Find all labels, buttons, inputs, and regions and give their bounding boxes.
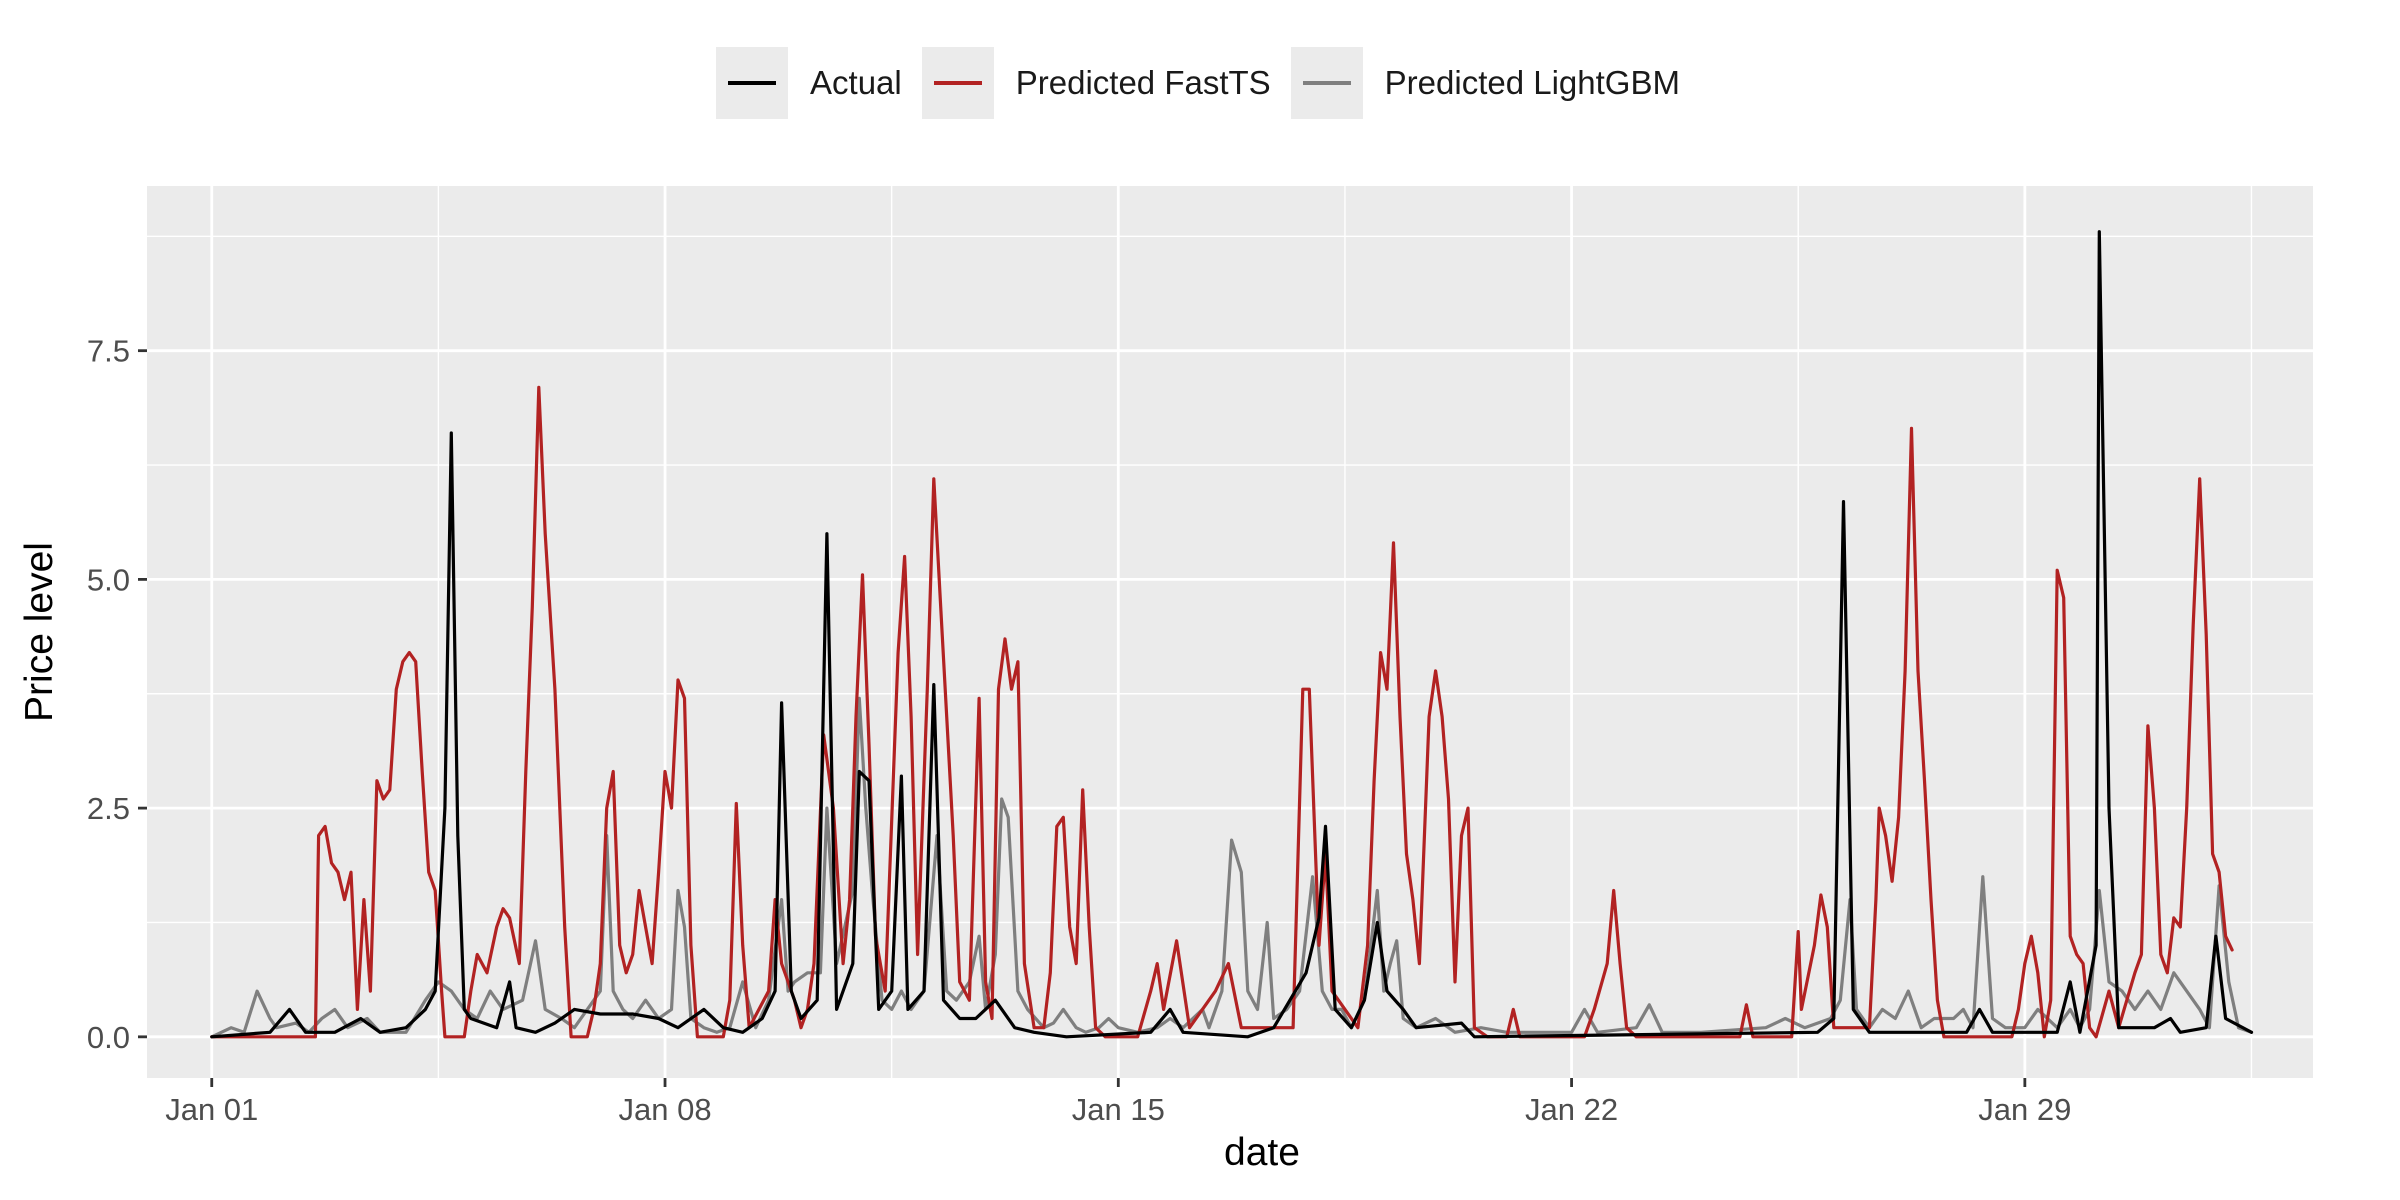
axis-ticks bbox=[138, 349, 2027, 1087]
y-tick-label-0: 0.0 bbox=[87, 1020, 130, 1055]
series-layer bbox=[210, 230, 2254, 1039]
legend-key-fastts bbox=[921, 47, 994, 119]
plot-panel bbox=[147, 186, 2313, 1078]
legend-item-fastts: Predicted FastTS bbox=[921, 47, 1275, 119]
x-tick-labels: Jan 01 Jan 08 Jan 15 Jan 22 Jan 29 bbox=[165, 1092, 2071, 1127]
y-tick-label-3: 7.5 bbox=[87, 334, 130, 369]
x-tick-label-2: Jan 15 bbox=[1072, 1092, 1165, 1127]
y-axis-title: Price level bbox=[18, 542, 61, 722]
x-tick-label-4: Jan 29 bbox=[1978, 1092, 2071, 1127]
y-tick-label-1: 2.5 bbox=[87, 791, 130, 826]
legend-label-lightgbm: Predicted LightGBM bbox=[1384, 64, 1680, 101]
legend: Actual Predicted FastTS Predicted LightG… bbox=[0, 44, 2400, 122]
legend-label-fastts: Predicted FastTS bbox=[1015, 64, 1271, 101]
legend-key-lightgbm bbox=[1290, 47, 1363, 119]
x-tick-label-0: Jan 01 bbox=[165, 1092, 258, 1127]
legend-key-actual bbox=[716, 47, 789, 119]
legend-label-actual: Actual bbox=[810, 64, 902, 101]
legend-swatch-lightgbm bbox=[1302, 81, 1351, 85]
legend-item-lightgbm: Predicted LightGBM bbox=[1290, 47, 1684, 119]
legend-swatch-fastts bbox=[933, 81, 982, 85]
x-tick-label-3: Jan 22 bbox=[1525, 1092, 1618, 1127]
legend-swatch-actual bbox=[728, 81, 777, 85]
legend-item-actual: Actual bbox=[716, 47, 906, 119]
y-tick-labels: 0.0 2.5 5.0 7.5 bbox=[87, 334, 130, 1055]
x-tick-label-1: Jan 08 bbox=[618, 1092, 711, 1127]
y-tick-label-2: 5.0 bbox=[87, 562, 130, 597]
x-axis-title: date bbox=[1224, 1131, 1300, 1174]
series-line-fastts bbox=[210, 385, 2234, 1039]
series-line-actual bbox=[210, 230, 2254, 1039]
